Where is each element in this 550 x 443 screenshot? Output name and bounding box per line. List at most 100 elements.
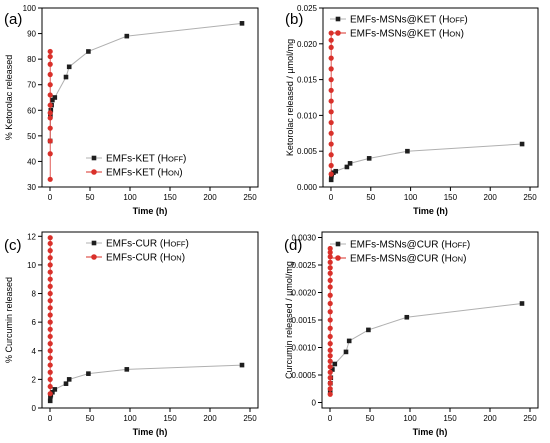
data-point: [47, 240, 53, 247]
plot-frame: [322, 7, 539, 188]
panel-letter: (c): [4, 237, 22, 254]
legend: EMFs-MSNs@CUR (HOFF) EMFs-MSNs@CUR (HON): [330, 240, 470, 265]
legend-label: EMFs-CUR (HOFF): [106, 239, 189, 250]
y-tick-label: 0.0025: [292, 261, 317, 270]
data-point: [330, 367, 335, 372]
legend-label: EMFs-MSNs@KET (HON): [350, 29, 464, 40]
legend-marker: [335, 30, 341, 36]
data-point: [346, 338, 352, 344]
data-point: [47, 341, 53, 347]
legend-label: EMFs-CUR (HON): [106, 253, 185, 264]
x-tick-label: 50: [366, 414, 375, 423]
data-point: [333, 168, 339, 174]
y-tick-label: 0.000: [297, 183, 318, 192]
data-point: [47, 235, 53, 241]
x-tick-label: 250: [243, 414, 257, 423]
series-line: [330, 143, 523, 180]
data-point: [47, 138, 53, 144]
data-point: [327, 386, 333, 392]
x-tick-label: 250: [523, 193, 537, 202]
x-tick-label: 100: [123, 414, 137, 423]
chart-panel-2: (b) 0 50 100 150 200 250 0.000 0.005 0.010 0.015 0.…: [285, 4, 539, 216]
x-tick-label: 200: [203, 193, 217, 202]
data-point: [327, 317, 333, 323]
panel-letter: (a): [4, 11, 22, 28]
data-point: [47, 355, 53, 361]
legend: EMFs-CUR (HOFF) EMFs-CUR (HON): [86, 239, 189, 264]
data-point: [331, 170, 336, 175]
data-point: [327, 245, 333, 252]
data-point: [328, 130, 334, 136]
data-point: [328, 141, 334, 147]
data-point: [47, 102, 53, 108]
x-tick-label: 250: [523, 414, 537, 423]
data-point: [47, 276, 53, 282]
data-point: [47, 333, 53, 340]
x-tick-label: 100: [403, 414, 417, 423]
data-point: [519, 141, 525, 147]
data-point: [47, 269, 53, 275]
data-point: [47, 391, 53, 397]
y-tick-label: 0.005: [297, 147, 318, 156]
data-point: [328, 119, 334, 126]
legend-marker: [91, 169, 97, 175]
data-point: [405, 148, 410, 154]
y-axis-title: % Curcumin released: [4, 277, 14, 363]
data-point: [50, 97, 55, 103]
data-point: [47, 369, 53, 375]
data-point: [63, 381, 69, 386]
data-point: [366, 327, 371, 333]
x-tick-label: 0: [48, 414, 53, 423]
data-point: [52, 95, 58, 100]
y-tick-label: 0.0010: [292, 344, 317, 353]
data-point: [47, 376, 53, 382]
y-tick-label: 0.015: [297, 76, 318, 85]
series-1: [47, 21, 245, 144]
legend: EMFs-KET (HOFF) EMFs-KET (HON): [86, 154, 186, 179]
legend-label: EMFs-MSNs@CUR (HOFF): [350, 240, 470, 251]
data-point: [66, 377, 72, 382]
data-point: [52, 387, 58, 392]
data-point: [327, 270, 333, 276]
data-point: [327, 353, 333, 359]
y-axis-title: Ketorolac released / µmol/mg: [285, 39, 295, 156]
data-point: [47, 48, 53, 55]
y-tick-label: 100: [23, 4, 37, 13]
x-tick-label: 0: [329, 193, 334, 202]
data-point: [327, 391, 333, 397]
x-tick-label: 100: [123, 193, 137, 202]
series-2: [47, 235, 53, 397]
legend-marker: [335, 241, 341, 247]
y-tick-label: 60: [27, 106, 36, 115]
data-point: [86, 371, 91, 376]
data-point: [47, 283, 53, 289]
data-point: [328, 152, 334, 158]
legend-marker: [91, 240, 97, 246]
x-axis-title: Time (h): [413, 206, 448, 216]
x-axis-title: Time (h): [133, 206, 168, 216]
data-point: [328, 98, 334, 104]
data-point: [328, 37, 334, 43]
y-tick-label: 30: [27, 183, 36, 192]
data-point: [328, 171, 334, 177]
y-tick-label: 0: [32, 404, 37, 413]
x-tick-label: 0: [48, 193, 53, 202]
data-point: [328, 77, 334, 83]
legend: EMFs-MSNs@KET (HOFF) EMFs-MSNs@KET (HON): [330, 15, 468, 40]
data-point: [366, 156, 372, 161]
y-tick-label: 40: [27, 157, 36, 166]
data-point: [328, 44, 334, 50]
x-tick-label: 0: [328, 414, 333, 423]
data-point: [328, 66, 334, 72]
series-2: [327, 245, 333, 397]
chart-panel-3: (c) 0 50 100 150 200 250 0 2 4 6 8 10 12 Time (h) % Cur…: [4, 231, 259, 437]
series-line: [49, 22, 243, 141]
legend-marker: [91, 155, 97, 161]
data-point: [47, 255, 53, 261]
y-axis-title: Curcumin released / µmol/mg: [284, 261, 294, 379]
data-point: [327, 375, 333, 381]
x-tick-label: 100: [404, 193, 418, 202]
y-tick-label: 4: [32, 347, 37, 356]
x-tick-label: 50: [86, 193, 95, 202]
